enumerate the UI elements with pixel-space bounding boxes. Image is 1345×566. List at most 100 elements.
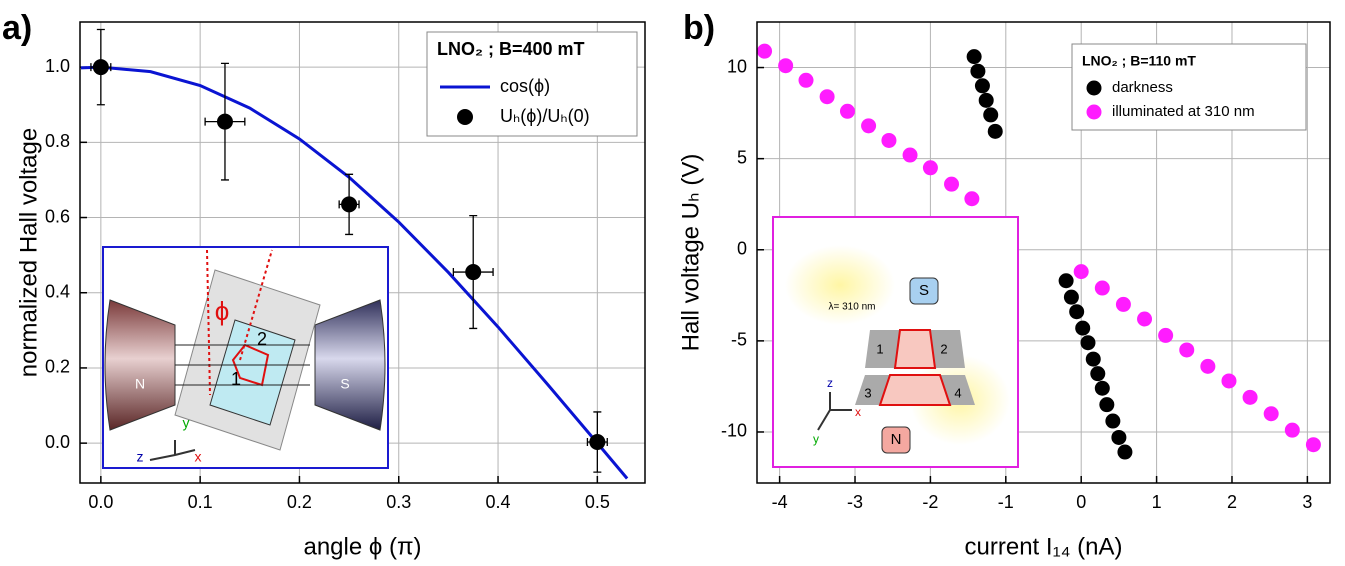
point — [1117, 444, 1133, 460]
point — [983, 107, 999, 123]
point — [1063, 289, 1079, 305]
point — [1200, 358, 1216, 374]
point — [839, 103, 855, 119]
y-tick-label: -10 — [721, 421, 747, 441]
legend-swatch — [1086, 80, 1102, 96]
annotation: 1 — [231, 369, 241, 389]
point — [1080, 335, 1096, 351]
panel-label: b) — [683, 9, 715, 47]
annotation: S — [919, 282, 929, 299]
annotation: x — [855, 405, 861, 419]
y-axis-label: Hall voltage Uₕ (V) — [677, 154, 704, 352]
point — [757, 43, 773, 59]
inset-diagram: N Sϕ 12 x y z — [102, 246, 389, 469]
field-lines — [175, 344, 310, 386]
point — [798, 72, 814, 88]
x-tick-label: 0 — [1076, 492, 1086, 512]
legend-label: darkness — [1112, 79, 1173, 96]
x-tick-label: 3 — [1302, 492, 1312, 512]
sample — [878, 329, 952, 406]
light — [785, 245, 895, 325]
annotation: y — [813, 432, 819, 446]
legend-title: LNO₂ ; B=400 mT — [437, 39, 585, 59]
point — [589, 434, 606, 451]
plot-frame — [756, 21, 1331, 484]
annotation: 4 — [954, 385, 961, 400]
magnet-s — [314, 299, 386, 431]
legend-label: illuminated at 310 nm — [1112, 103, 1255, 120]
x-tick-label: 0.1 — [188, 492, 213, 512]
point — [944, 176, 960, 192]
x-tick-label: 0.5 — [585, 492, 610, 512]
point — [974, 78, 990, 94]
point — [902, 147, 918, 163]
axes-icon — [149, 440, 196, 461]
x-tick-label: -1 — [998, 492, 1014, 512]
hexagon — [231, 343, 270, 387]
point — [1158, 327, 1174, 343]
point — [1073, 264, 1089, 280]
point — [861, 118, 877, 134]
x-tick-label: 1 — [1152, 492, 1162, 512]
x-tick-label: 0.3 — [386, 492, 411, 512]
angle-lines — [206, 249, 273, 396]
y-tick-label: 5 — [737, 147, 747, 167]
point — [1242, 389, 1258, 405]
sample — [209, 319, 296, 426]
point — [964, 191, 980, 207]
plot-frame — [79, 21, 646, 484]
point — [922, 160, 938, 176]
annotation: N — [135, 376, 145, 392]
y-tick-label: 1.0 — [45, 56, 70, 76]
point — [1058, 273, 1074, 289]
x-axis-label: current I₁₄ (nA) — [965, 533, 1123, 560]
annotation: 1 — [876, 341, 883, 356]
point — [987, 123, 1003, 139]
annotation: z — [827, 376, 833, 390]
point — [1137, 311, 1153, 327]
y-tick-label: 10 — [727, 56, 747, 76]
annotation: S — [340, 376, 349, 392]
annotation: z — [137, 449, 144, 465]
x-tick-label: 0.0 — [88, 492, 113, 512]
axes-icon — [817, 392, 852, 431]
point — [1305, 437, 1321, 453]
y-tick-label: 0 — [737, 239, 747, 259]
y-tick-label: 0.6 — [45, 206, 70, 226]
point — [778, 58, 794, 74]
contact-s — [909, 277, 939, 305]
y-tick-label: 0.2 — [45, 357, 70, 377]
point — [1111, 429, 1127, 445]
legend-label: Uₕ(ϕ)/Uₕ(0) — [500, 106, 590, 126]
point — [1099, 397, 1115, 413]
point — [341, 196, 358, 213]
annotation: N — [891, 431, 902, 448]
x-tick-label: 0.4 — [486, 492, 511, 512]
point — [216, 113, 233, 130]
x-tick-label: -3 — [847, 492, 863, 512]
point — [1179, 342, 1195, 358]
contact-n — [881, 426, 911, 454]
contacts — [855, 330, 975, 405]
point — [1284, 422, 1300, 438]
point — [1085, 351, 1101, 367]
annotation: 3 — [864, 385, 871, 400]
x-tick-label: 0.2 — [287, 492, 312, 512]
point — [1094, 380, 1110, 396]
point — [1105, 413, 1121, 429]
point — [1263, 406, 1279, 422]
point — [966, 49, 982, 65]
magnet-n — [104, 299, 176, 431]
x-tick-label: -2 — [922, 492, 938, 512]
plot-content — [80, 28, 629, 480]
point — [1069, 304, 1085, 320]
point — [1115, 296, 1131, 312]
plot-content — [757, 43, 1321, 460]
x-axis-label: angle ϕ (π) — [303, 533, 421, 560]
annotation: x — [195, 449, 202, 465]
annotation: ϕ — [215, 296, 230, 326]
legend-label: cos(ϕ) — [500, 76, 550, 96]
point — [978, 92, 994, 108]
point — [1090, 366, 1106, 382]
